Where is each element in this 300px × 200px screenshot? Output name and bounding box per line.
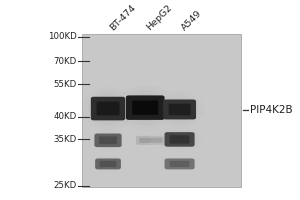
Ellipse shape (138, 137, 152, 144)
FancyBboxPatch shape (99, 136, 117, 144)
Ellipse shape (127, 94, 163, 121)
Ellipse shape (89, 130, 127, 151)
FancyBboxPatch shape (97, 102, 119, 115)
Ellipse shape (94, 158, 122, 170)
Text: PIP4K2B: PIP4K2B (250, 105, 292, 115)
Ellipse shape (88, 92, 128, 125)
FancyBboxPatch shape (151, 138, 163, 143)
Ellipse shape (150, 137, 164, 144)
FancyBboxPatch shape (95, 158, 121, 169)
Ellipse shape (96, 134, 120, 147)
Ellipse shape (92, 95, 124, 122)
Ellipse shape (134, 134, 157, 146)
Ellipse shape (122, 90, 168, 125)
FancyBboxPatch shape (132, 100, 158, 115)
Ellipse shape (166, 159, 193, 169)
Ellipse shape (158, 156, 202, 172)
Text: 100KD: 100KD (48, 32, 76, 41)
Ellipse shape (155, 92, 204, 127)
Ellipse shape (160, 96, 199, 123)
Ellipse shape (116, 85, 175, 130)
Ellipse shape (97, 159, 119, 169)
Text: 70KD: 70KD (53, 57, 76, 66)
Ellipse shape (165, 99, 194, 120)
FancyBboxPatch shape (126, 95, 165, 120)
FancyBboxPatch shape (82, 34, 241, 187)
Text: 35KD: 35KD (53, 135, 76, 144)
FancyBboxPatch shape (165, 132, 195, 147)
FancyBboxPatch shape (169, 161, 190, 167)
Text: BT-474: BT-474 (108, 3, 137, 32)
FancyBboxPatch shape (136, 136, 154, 145)
Text: 25KD: 25KD (53, 181, 76, 190)
Text: 55KD: 55KD (53, 80, 76, 89)
Ellipse shape (158, 128, 202, 151)
FancyBboxPatch shape (100, 161, 116, 167)
Ellipse shape (90, 156, 126, 172)
Text: HepG2: HepG2 (145, 3, 174, 32)
Ellipse shape (163, 158, 197, 170)
FancyBboxPatch shape (91, 97, 125, 120)
Ellipse shape (163, 130, 197, 149)
Ellipse shape (136, 136, 154, 145)
Text: A549: A549 (180, 9, 203, 32)
Text: 40KD: 40KD (53, 112, 76, 121)
Ellipse shape (145, 134, 168, 146)
FancyBboxPatch shape (94, 134, 122, 147)
Ellipse shape (93, 132, 123, 149)
Ellipse shape (166, 132, 193, 147)
FancyBboxPatch shape (163, 99, 196, 119)
FancyBboxPatch shape (165, 158, 195, 169)
FancyBboxPatch shape (169, 104, 190, 115)
FancyBboxPatch shape (169, 135, 190, 144)
Ellipse shape (82, 87, 134, 130)
Ellipse shape (148, 136, 166, 145)
FancyBboxPatch shape (139, 138, 151, 143)
FancyBboxPatch shape (147, 136, 166, 145)
